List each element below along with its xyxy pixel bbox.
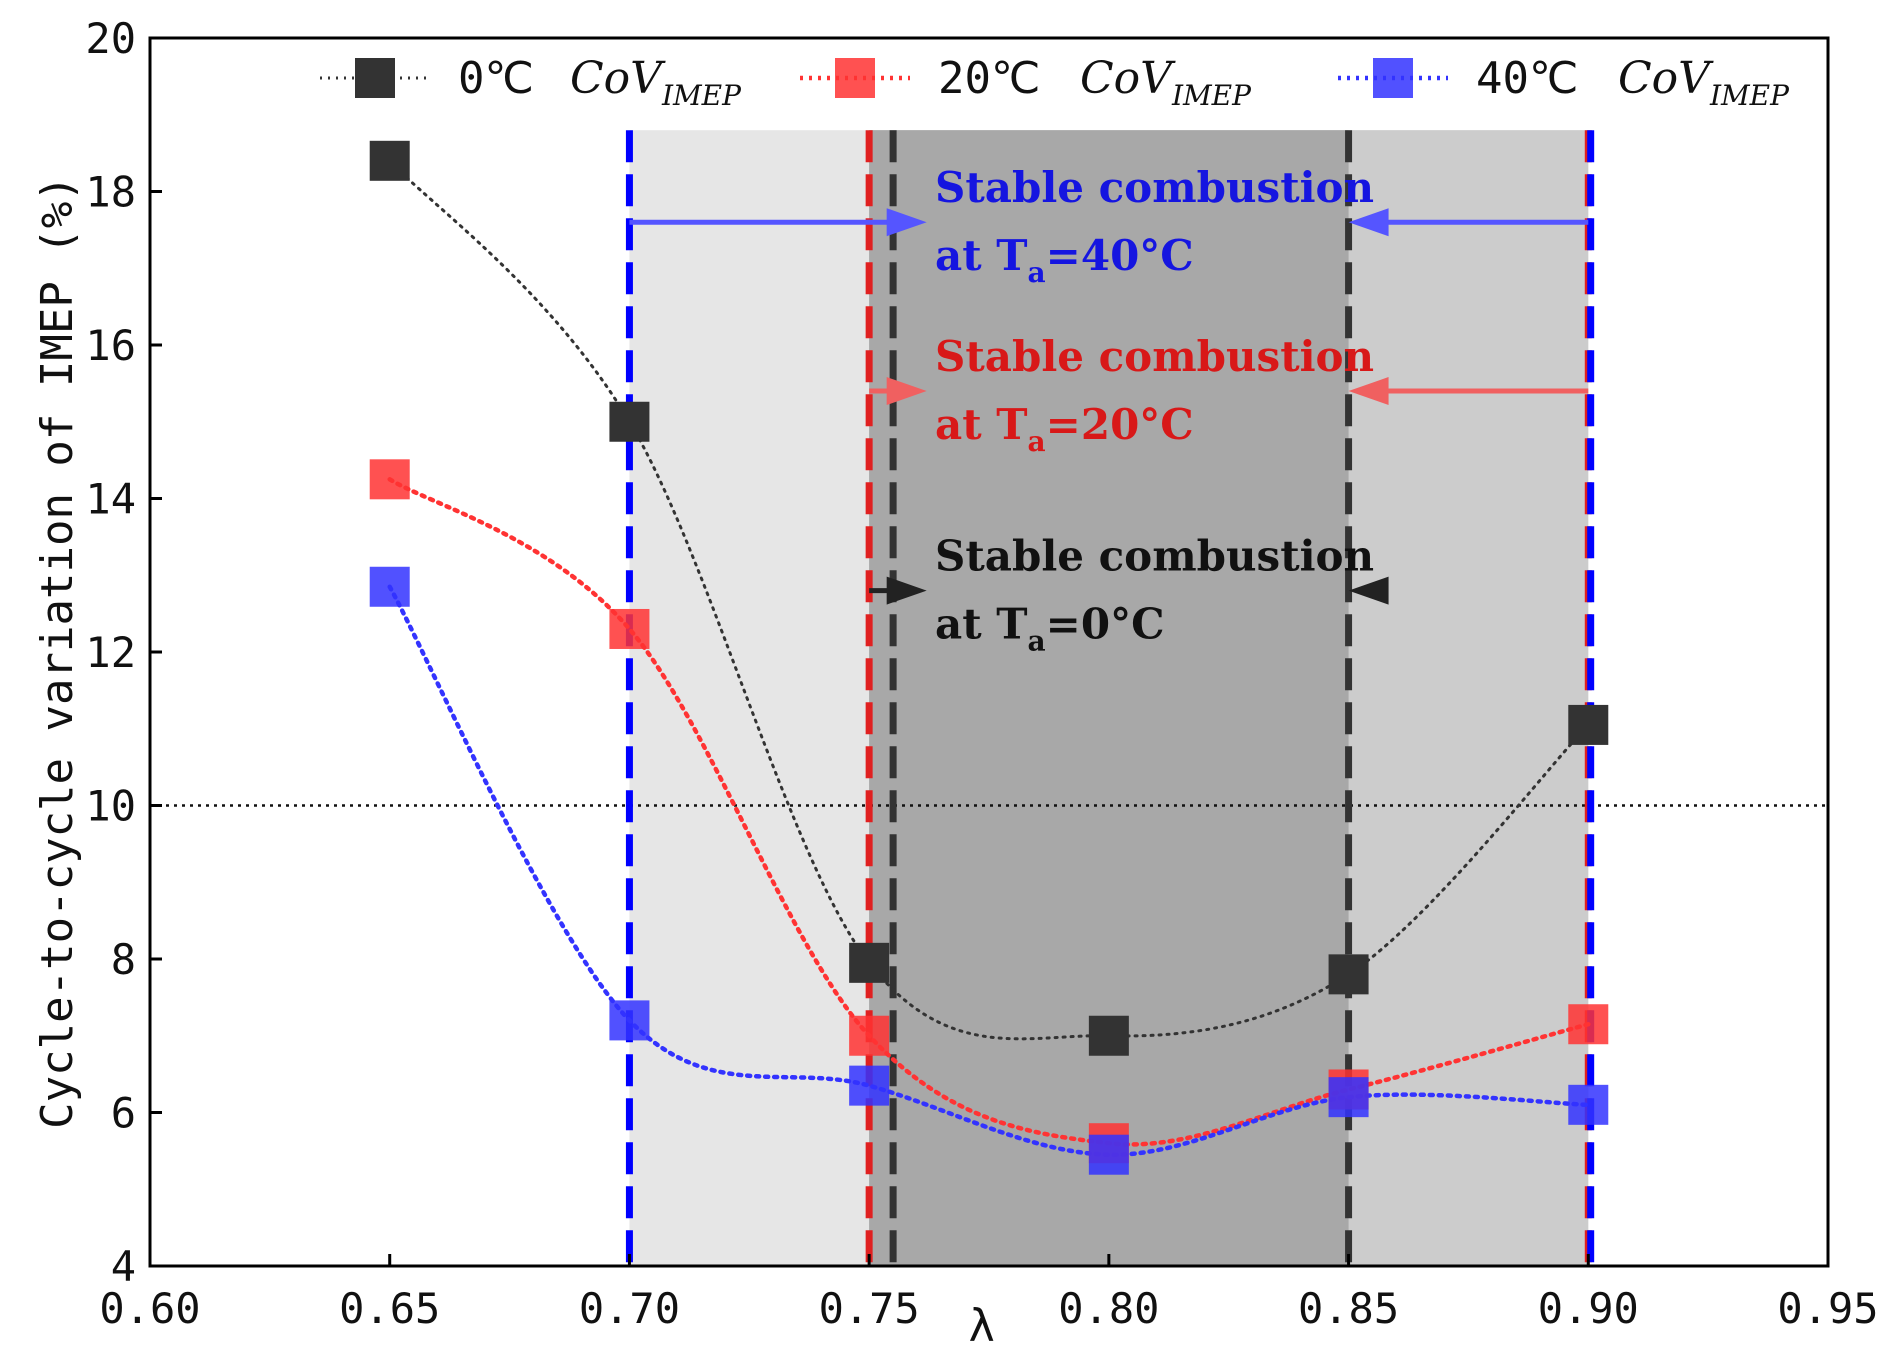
legend-cov-main-0: CoV: [570, 53, 666, 104]
y-axis-label: Cycle-to-cycle variation of IMEP (%): [32, 175, 83, 1129]
y-tick-label-4: 12: [85, 628, 136, 677]
axes: 0.60 0.65 0.70 0.75 0.80 0.85 0.90 0.95 4 6 8 10 12 1…: [32, 14, 1879, 1352]
data-point-series-1-1: [609, 608, 650, 649]
x-tick-label-0: 0.60: [99, 1284, 200, 1333]
y-tick-label-7: 18: [85, 168, 136, 217]
y-tick-label-8: 20: [85, 14, 136, 63]
data-point-series-0-3: [1088, 1015, 1129, 1056]
x-tick-label-2: 0.70: [579, 1284, 680, 1333]
annotation-temp-1: at Ta=20°C: [935, 400, 1194, 458]
x-axis-label: λ: [969, 1301, 996, 1352]
annotation-temp-2: at Ta=0°C: [935, 600, 1165, 658]
annotation-temp-0: at Ta=40°C: [935, 231, 1194, 289]
data-point-series-2-4: [1328, 1077, 1369, 1118]
arrow-left-head-2: [886, 576, 927, 605]
data-point-series-2-0: [369, 566, 410, 607]
legend-cov-main-2: CoV: [1618, 53, 1714, 104]
data-point-series-0-4: [1328, 954, 1369, 995]
data-point-series-2-2: [849, 1065, 890, 1106]
annotation-temp-suffix-2: =0°C: [1046, 600, 1165, 649]
x-tick-label-7: 0.95: [1777, 1284, 1878, 1333]
data-point-series-0-1: [609, 401, 650, 442]
x-tick-label-6: 0.90: [1538, 1284, 1639, 1333]
legend-cov-2: CoVIMEP: [1618, 53, 1790, 112]
annotation-temp-suffix-1: =20°C: [1046, 400, 1194, 449]
legend-label-1: 20℃: [938, 53, 1040, 104]
legend-label-2: 40℃: [1476, 53, 1578, 104]
arrow-right-head-2: [1348, 576, 1389, 605]
legend-cov-1: CoVIMEP: [1080, 53, 1252, 112]
y-tick-label-0: 4: [111, 1242, 136, 1291]
annotation-temp-sub-1: a: [1028, 425, 1046, 458]
series-line-1: [387, 477, 1591, 1147]
annotation-title-2: Stable combustion: [935, 532, 1374, 581]
arrow-right-head-1: [1348, 377, 1389, 406]
y-tick-label-3: 10: [85, 782, 136, 831]
legend-cov-sub-1: IMEP: [1171, 79, 1252, 112]
y-tick-label-6: 16: [85, 321, 136, 370]
annotation-temp-suffix-0: =40°C: [1046, 231, 1194, 280]
x-tick-label-1: 0.65: [339, 1284, 440, 1333]
data-point-series-1-2: [849, 1015, 890, 1056]
annotation-temp-prefix-1: at T: [935, 400, 1028, 449]
data-point-series-0-0: [369, 140, 410, 181]
legend-cov-0: CoVIMEP: [570, 53, 742, 112]
data-point-series-0-2: [849, 942, 890, 983]
data-point-series-2-1: [609, 1000, 650, 1041]
legend-cov-sub-0: IMEP: [661, 79, 742, 112]
x-tick-label-4: 0.80: [1058, 1284, 1159, 1333]
y-tick-label-2: 8: [111, 935, 136, 984]
arrow-right-head-0: [1348, 208, 1389, 237]
annotation-title-1: Stable combustion: [935, 332, 1374, 381]
legend-cov-main-1: CoV: [1080, 53, 1176, 104]
data-point-series-2-3: [1088, 1134, 1129, 1175]
y-tick-label-5: 14: [85, 475, 136, 524]
data-point-series-1-0: [369, 459, 410, 500]
series-points: [369, 140, 1609, 1175]
annotation-temp-prefix-0: at T: [935, 231, 1028, 280]
data-point-series-2-5: [1568, 1084, 1609, 1125]
data-point-series-0-5: [1568, 704, 1609, 745]
legend: 0℃ CoVIMEP 20℃ CoVIMEP 40℃ CoVIMEP: [320, 53, 1790, 112]
x-tick-label-3: 0.75: [819, 1284, 920, 1333]
legend-marker-1: [835, 58, 875, 98]
annotation-temp-sub-2: a: [1028, 625, 1046, 658]
annotation-temp-prefix-2: at T: [935, 600, 1028, 649]
series-line-0: [388, 159, 1590, 1041]
shaded-regions: [629, 130, 1589, 1267]
legend-label-0: 0℃: [458, 53, 534, 104]
arrow-left-head-1: [886, 377, 927, 406]
legend-marker-0: [355, 58, 395, 98]
data-point-series-1-5: [1568, 1004, 1609, 1045]
annotation-title-0: Stable combustion: [935, 163, 1374, 212]
x-tick-label-5: 0.85: [1298, 1284, 1399, 1333]
annotation-temp-sub-0: a: [1028, 256, 1046, 289]
legend-cov-sub-2: IMEP: [1709, 79, 1790, 112]
legend-marker-2: [1373, 58, 1413, 98]
arrow-left-head-0: [886, 208, 927, 237]
annotation-arrows: [629, 208, 1589, 605]
y-tick-label-1: 6: [111, 1089, 136, 1138]
region-stable-0C: [869, 130, 1349, 1267]
